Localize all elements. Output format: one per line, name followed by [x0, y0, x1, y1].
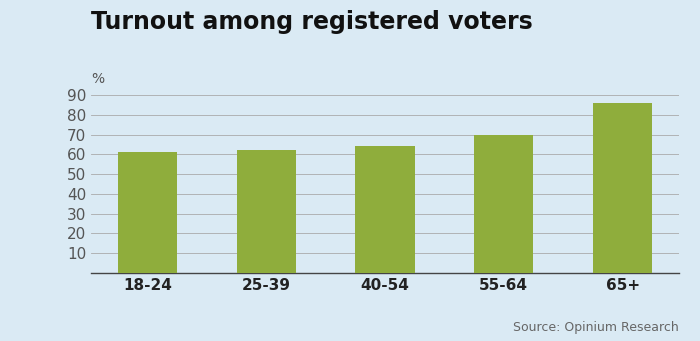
Text: Turnout among registered voters: Turnout among registered voters: [91, 10, 533, 34]
Bar: [237, 150, 296, 273]
Text: Source: Opinium Research: Source: Opinium Research: [513, 321, 679, 334]
Bar: [118, 152, 177, 273]
Bar: [593, 103, 652, 273]
Text: %: %: [91, 72, 104, 86]
Bar: [474, 135, 533, 273]
Bar: [356, 146, 414, 273]
